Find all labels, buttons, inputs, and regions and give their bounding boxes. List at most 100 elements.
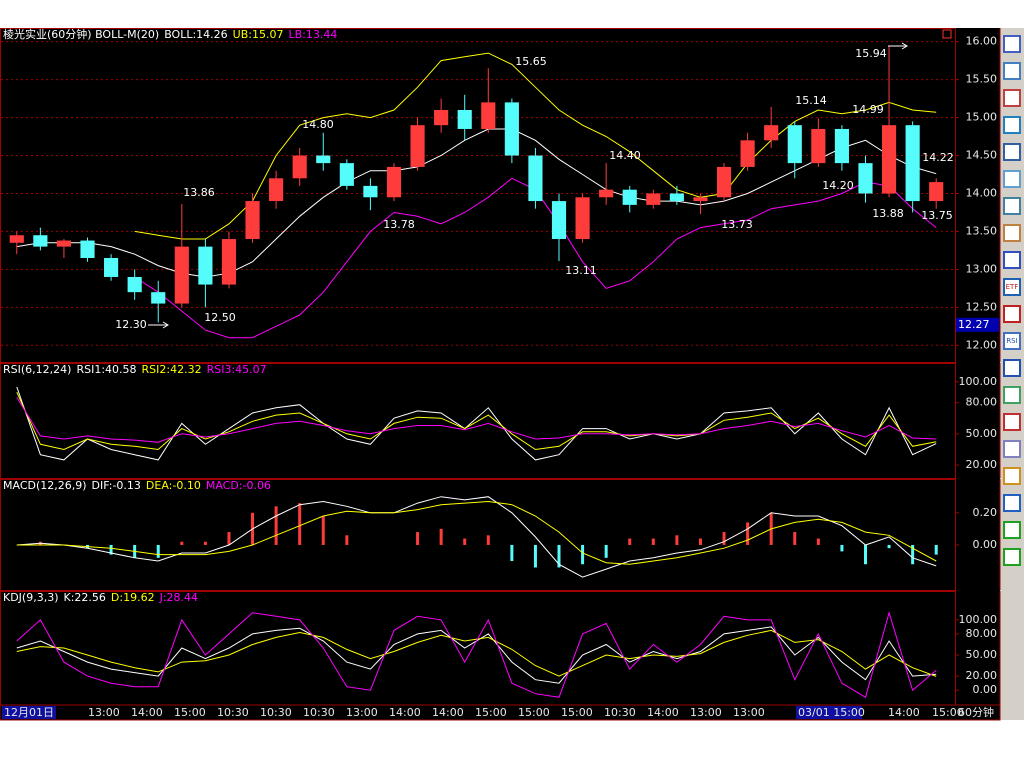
candle-body xyxy=(929,182,944,202)
toolbar-icon[interactable] xyxy=(1003,197,1021,215)
toolbar-icon[interactable] xyxy=(1003,548,1021,566)
candle-body xyxy=(386,166,402,198)
toolbar-icon[interactable] xyxy=(1003,494,1021,512)
panel-title-text: MACD(12,26,9) xyxy=(3,479,87,492)
indicator-line xyxy=(16,500,937,565)
candle-body xyxy=(198,246,213,285)
y-tick-label: 80.00 xyxy=(966,627,998,640)
candle-body xyxy=(9,235,24,243)
candle-body xyxy=(693,197,708,202)
toolbar-icon[interactable] xyxy=(1003,251,1021,269)
x-tick-label: 12月01日 xyxy=(4,706,54,719)
panel-border xyxy=(0,479,956,591)
candle-body xyxy=(858,163,873,194)
toolbar-icon[interactable] xyxy=(1003,35,1021,53)
candle-body xyxy=(740,140,755,167)
panel-title: MACD(12,26,9) DIF:-0.13 DEA:-0.10 MACD:-0.0… xyxy=(3,479,271,492)
y-tick-label: 100.00 xyxy=(959,613,998,626)
toolbar-icon[interactable] xyxy=(1003,440,1021,458)
candle-body xyxy=(669,193,684,202)
candle-body xyxy=(787,125,802,164)
indicator-line xyxy=(16,611,937,699)
candle-body xyxy=(881,125,897,194)
y-tick-label: 0.00 xyxy=(973,683,998,696)
price-annotation: 12.30 xyxy=(115,318,147,331)
candle-body xyxy=(764,125,779,141)
price-annotation: 14.22 xyxy=(922,151,954,164)
indicator-line xyxy=(16,496,937,578)
toolbar-icon[interactable] xyxy=(1003,332,1021,350)
annotation-arrow xyxy=(888,42,908,50)
panel-max-icon[interactable] xyxy=(942,29,952,39)
y-tick-label: 13.00 xyxy=(966,262,998,275)
panel-title: KDJ(9,3,3) K:22.56 D:19.62 J:28.44 xyxy=(3,591,198,604)
toolbar-icon-label: RSI xyxy=(1006,337,1017,345)
x-label-highlight xyxy=(2,706,56,719)
legend-entry: MACD:-0.06 xyxy=(206,479,271,492)
x-label-highlight xyxy=(796,706,862,719)
price-annotation: 13.73 xyxy=(721,218,753,231)
x-tick-label: 14:00 xyxy=(432,706,464,719)
indicator-line xyxy=(16,128,937,278)
legend-entry: DEA:-0.10 xyxy=(146,479,201,492)
y-tick-label: 12.00 xyxy=(966,338,998,351)
x-tick-label: 10:30 xyxy=(604,706,636,719)
candle-body xyxy=(457,109,472,129)
toolbar-icon[interactable] xyxy=(1003,278,1021,296)
y-tick-label: 20.00 xyxy=(966,458,998,471)
x-tick-label: 15:00 xyxy=(932,706,964,719)
toolbar-icon[interactable] xyxy=(1003,170,1021,188)
candle-body xyxy=(410,125,425,167)
y-tick-label: 20.00 xyxy=(966,669,998,682)
panel-title: RSI(6,12,24) RSI1:40.58 RSI2:42.32 RSI3:45.… xyxy=(3,363,267,376)
candle-body xyxy=(80,240,95,259)
x-tick-label: 15:00 xyxy=(174,706,206,719)
y-tick-label: 14.50 xyxy=(966,149,998,162)
toolbar-icon[interactable] xyxy=(1003,89,1021,107)
toolbar-icon[interactable] xyxy=(1003,413,1021,431)
price-annotation: 14.40 xyxy=(609,149,641,162)
indicator-line xyxy=(134,52,937,240)
x-axis-unit: 60分钟 xyxy=(958,705,994,719)
x-tick-label: 14:00 xyxy=(389,706,421,719)
candle-body xyxy=(127,276,142,293)
legend-entry: LB:13.44 xyxy=(288,28,337,41)
toolbar-icon-label: ETF xyxy=(1006,283,1019,291)
y-tick-label: 14.00 xyxy=(966,186,998,199)
panel-title-text: KDJ(9,3,3) xyxy=(3,591,59,604)
x-tick-label: 13:00 xyxy=(733,706,765,719)
toolbar-icon[interactable] xyxy=(1003,62,1021,80)
price-annotation: 13.11 xyxy=(565,264,597,277)
x-tick-label: 10:30 xyxy=(303,706,335,719)
candle-body xyxy=(646,193,661,205)
legend-entry: BOLL:14.26 xyxy=(164,28,227,41)
toolbar-icon[interactable] xyxy=(1003,359,1021,377)
toolbar-icon[interactable] xyxy=(1003,224,1021,242)
candle-body xyxy=(292,155,307,179)
panel-title-text: RSI(6,12,24) xyxy=(3,363,71,376)
toolbar-icon[interactable] xyxy=(1003,521,1021,539)
candle-body xyxy=(504,102,519,156)
toolbar-icon[interactable] xyxy=(1003,116,1021,134)
y-tick-label: 50.00 xyxy=(966,427,998,440)
candle-body xyxy=(599,189,614,198)
candle-body xyxy=(339,163,354,186)
indicator-line xyxy=(16,397,937,443)
toolbar-icon[interactable] xyxy=(1003,386,1021,404)
candle-body xyxy=(528,155,543,202)
last-price-box xyxy=(956,317,999,332)
candle-body xyxy=(316,155,331,164)
price-annotation: 14.20 xyxy=(822,179,854,192)
y-tick-label: 100.00 xyxy=(959,375,998,388)
x-tick-label: 14:00 xyxy=(888,706,920,719)
toolbar-icon[interactable] xyxy=(1003,143,1021,161)
x-tick-label: 03/01 15:00 xyxy=(798,706,865,719)
toolbar-icon[interactable] xyxy=(1003,467,1021,485)
price-annotation: 13.75 xyxy=(921,209,953,222)
toolbar-icon[interactable] xyxy=(1003,305,1021,323)
price-annotation: 15.65 xyxy=(515,55,547,68)
x-tick-label: 10:30 xyxy=(260,706,292,719)
price-annotation: 13.78 xyxy=(383,218,415,231)
x-tick-label: 14:00 xyxy=(647,706,679,719)
